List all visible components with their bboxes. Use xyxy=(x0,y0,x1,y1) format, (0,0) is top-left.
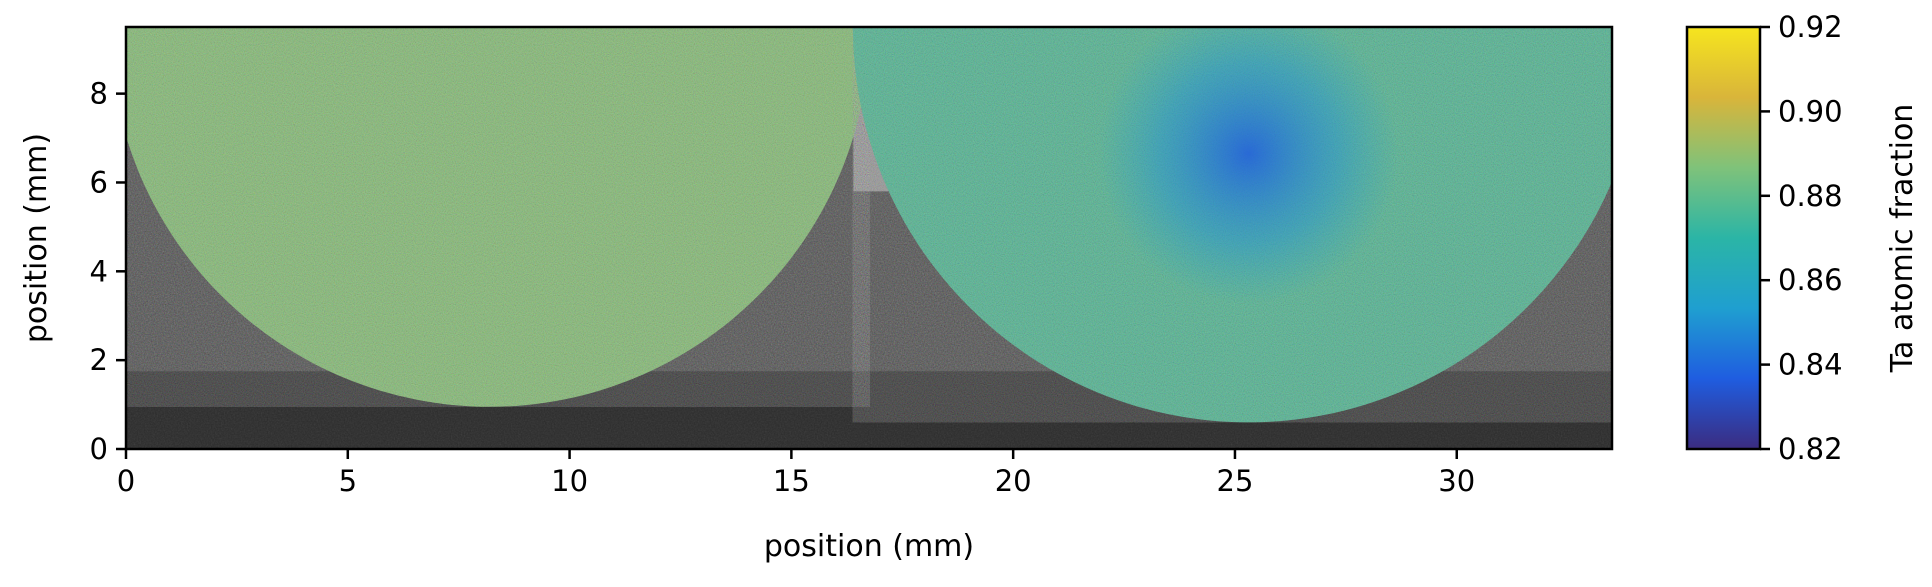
x-axis-label: position (mm) xyxy=(764,529,974,564)
x-tick-label: 15 xyxy=(773,464,810,498)
y-axis: 0 2 4 6 8 xyxy=(90,77,126,466)
colorbar-tick-label: 0.92 xyxy=(1778,10,1843,44)
y-tick-label: 6 xyxy=(90,165,108,199)
x-tick-label: 25 xyxy=(1217,464,1254,498)
colorbar-tick-label: 0.82 xyxy=(1778,432,1843,466)
colorbar-tick-label: 0.84 xyxy=(1778,348,1843,382)
x-tick-label: 30 xyxy=(1438,464,1475,498)
colorbar xyxy=(1685,25,1762,451)
y-tick-label: 0 xyxy=(90,432,108,466)
sample-region-1 xyxy=(126,27,870,407)
plot-frame xyxy=(124,25,1614,451)
x-tick-label: 20 xyxy=(995,464,1032,498)
x-tick-label: 5 xyxy=(339,464,357,498)
colorbar-tick-label: 0.88 xyxy=(1778,179,1843,213)
x-tick-label: 0 xyxy=(117,464,135,498)
sample-regions xyxy=(126,27,1612,423)
colorbar-ticks: 0.82 0.84 0.86 0.88 0.90 0.92 xyxy=(1760,10,1843,466)
y-tick-label: 8 xyxy=(90,77,108,111)
x-axis: 0 5 10 15 20 25 30 xyxy=(117,449,1475,498)
colorbar-label: Ta atomic fraction xyxy=(1885,104,1920,374)
y-tick-label: 2 xyxy=(90,343,108,377)
colorbar-tick-label: 0.90 xyxy=(1778,94,1843,128)
sample-region-2 xyxy=(852,27,1612,423)
colorbar-tick-label: 0.86 xyxy=(1778,263,1843,297)
region-texture xyxy=(126,27,870,407)
low-ta-zone xyxy=(1098,27,1399,304)
x-tick-label: 10 xyxy=(551,464,588,498)
composition-map xyxy=(126,27,1612,449)
y-tick-label: 4 xyxy=(90,254,108,288)
y-axis-label: position (mm) xyxy=(19,133,54,343)
